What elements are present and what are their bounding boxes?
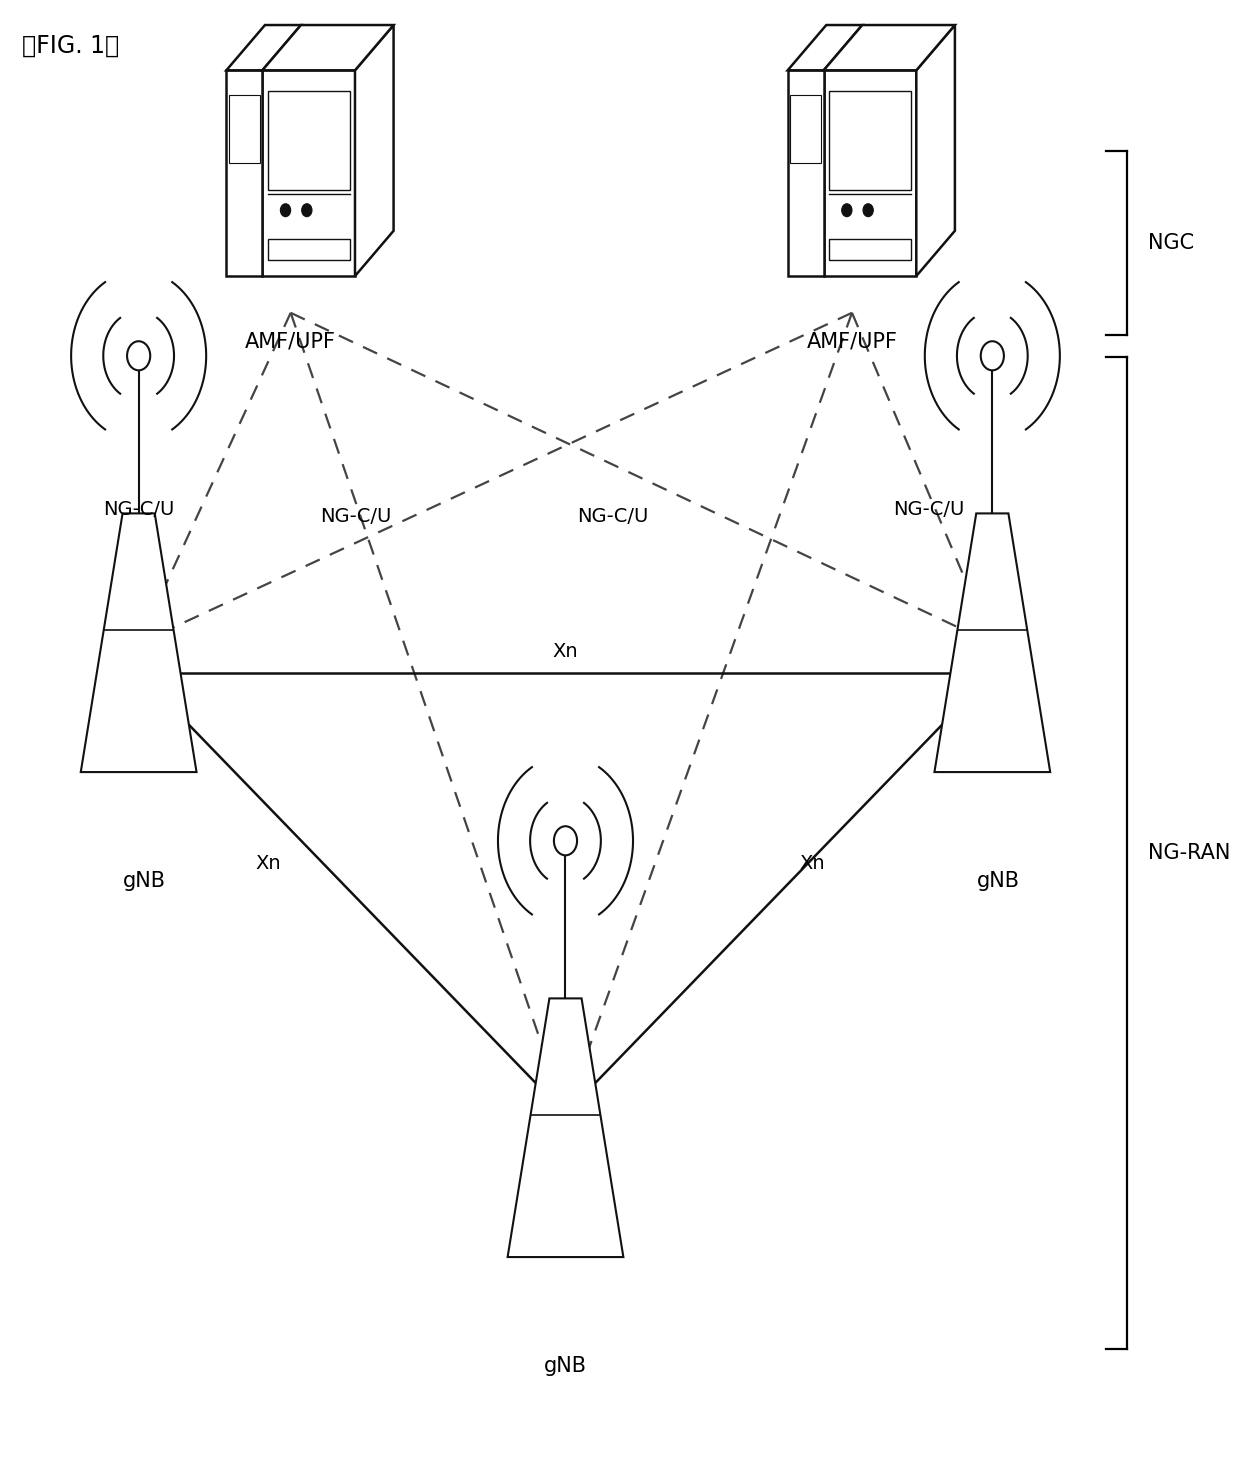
Circle shape xyxy=(864,204,873,217)
Text: Xn: Xn xyxy=(553,641,579,661)
Text: Xn: Xn xyxy=(799,854,825,873)
Text: Xn: Xn xyxy=(255,854,281,873)
Polygon shape xyxy=(917,25,955,276)
Text: gNB: gNB xyxy=(976,871,1020,891)
Text: NG-C/U: NG-C/U xyxy=(893,500,964,519)
Polygon shape xyxy=(268,90,349,189)
Polygon shape xyxy=(81,513,197,772)
Polygon shape xyxy=(227,71,263,276)
Circle shape xyxy=(554,826,577,856)
Polygon shape xyxy=(508,999,623,1258)
Text: gNB: gNB xyxy=(544,1357,587,1376)
Polygon shape xyxy=(824,25,955,71)
Text: AMF/UPF: AMF/UPF xyxy=(807,333,897,352)
Polygon shape xyxy=(788,25,862,71)
Text: NG-C/U: NG-C/U xyxy=(104,500,175,519)
Polygon shape xyxy=(356,25,394,276)
Circle shape xyxy=(301,204,312,217)
Text: NG-C/U: NG-C/U xyxy=(320,507,392,526)
Polygon shape xyxy=(788,71,824,276)
Circle shape xyxy=(981,341,1004,371)
Polygon shape xyxy=(824,71,917,276)
Polygon shape xyxy=(263,25,394,71)
Circle shape xyxy=(280,204,291,217)
Polygon shape xyxy=(268,239,349,260)
Circle shape xyxy=(841,204,852,217)
Text: gNB: gNB xyxy=(123,871,166,891)
Polygon shape xyxy=(790,95,821,163)
Circle shape xyxy=(128,341,150,371)
Polygon shape xyxy=(934,513,1051,772)
Polygon shape xyxy=(227,25,301,71)
Text: AMF/UPF: AMF/UPF xyxy=(245,333,336,352)
Text: NGC: NGC xyxy=(1147,234,1194,253)
Polygon shape xyxy=(829,239,911,260)
Polygon shape xyxy=(229,95,260,163)
Text: 【FIG. 1】: 【FIG. 1】 xyxy=(22,34,119,58)
Text: NG-C/U: NG-C/U xyxy=(577,507,648,526)
Text: NG-RAN: NG-RAN xyxy=(1147,842,1230,863)
Polygon shape xyxy=(829,90,911,189)
Polygon shape xyxy=(263,71,356,276)
